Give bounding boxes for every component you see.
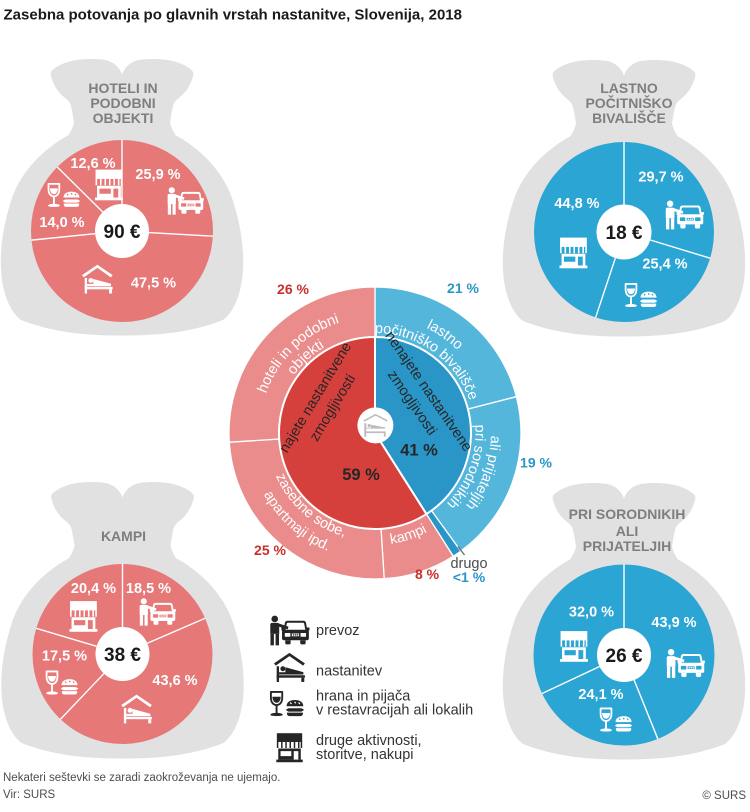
svg-text:<1 %: <1 % bbox=[453, 569, 486, 585]
svg-text:OBJEKTI: OBJEKTI bbox=[93, 110, 154, 126]
svg-text:ALI: ALI bbox=[616, 523, 639, 539]
svg-text:14,0 %: 14,0 % bbox=[39, 215, 84, 231]
svg-text:druge aktivnosti,: druge aktivnosti, bbox=[316, 733, 422, 749]
svg-text:PRI SORODNIKIH: PRI SORODNIKIH bbox=[569, 506, 686, 522]
svg-text:18,5 %: 18,5 % bbox=[126, 581, 171, 597]
svg-text:21 %: 21 % bbox=[447, 280, 479, 296]
svg-text:storitve, nakupi: storitve, nakupi bbox=[316, 747, 414, 763]
svg-text:25,9 %: 25,9 % bbox=[135, 167, 180, 183]
svg-text:POČITNIŠKO: POČITNIŠKO bbox=[585, 94, 672, 111]
svg-text:18 €: 18 € bbox=[606, 223, 643, 244]
svg-text:19 %: 19 % bbox=[520, 455, 552, 471]
svg-text:24,1 %: 24,1 % bbox=[578, 687, 623, 703]
svg-text:20,4 %: 20,4 % bbox=[71, 581, 116, 597]
svg-text:12,6 %: 12,6 % bbox=[70, 156, 115, 172]
svg-text:8 %: 8 % bbox=[415, 566, 440, 582]
svg-text:KAMPI: KAMPI bbox=[101, 528, 146, 544]
svg-text:PRIJATELJIH: PRIJATELJIH bbox=[583, 538, 671, 554]
svg-text:prevoz: prevoz bbox=[316, 623, 360, 639]
svg-text:hrana in pijača: hrana in pijača bbox=[316, 689, 411, 705]
svg-text:29,7 %: 29,7 % bbox=[638, 170, 683, 186]
svg-text:BIVALIŠČE: BIVALIŠČE bbox=[592, 109, 666, 126]
svg-text:HOTELI IN: HOTELI IN bbox=[88, 80, 157, 96]
svg-text:Zasebna potovanja po glavnih v: Zasebna potovanja po glavnih vrstah nast… bbox=[4, 7, 462, 24]
svg-text:25 %: 25 % bbox=[254, 542, 286, 558]
svg-text:59 %: 59 % bbox=[342, 466, 380, 484]
svg-text:nastanitev: nastanitev bbox=[316, 663, 383, 679]
svg-text:38 €: 38 € bbox=[104, 645, 141, 666]
svg-text:LASTNO: LASTNO bbox=[600, 80, 658, 96]
svg-text:43,6 %: 43,6 % bbox=[152, 673, 197, 689]
svg-text:41 %: 41 % bbox=[400, 442, 438, 460]
svg-text:Nekateri seštevki se zaradi za: Nekateri seštevki se zaradi zaokroževanj… bbox=[3, 772, 280, 784]
svg-text:PODOBNI: PODOBNI bbox=[90, 95, 155, 111]
svg-text:17,5 %: 17,5 % bbox=[42, 649, 87, 665]
svg-text:47,5 %: 47,5 % bbox=[131, 276, 176, 292]
svg-text:32,0 %: 32,0 % bbox=[569, 605, 614, 621]
svg-text:v restavracijah ali lokalih: v restavracijah ali lokalih bbox=[316, 703, 473, 719]
svg-text:© SURS: © SURS bbox=[702, 790, 746, 802]
svg-text:Vir: SURS: Vir: SURS bbox=[3, 789, 56, 801]
svg-text:25,4 %: 25,4 % bbox=[642, 257, 687, 273]
svg-text:drugo: drugo bbox=[450, 556, 487, 572]
svg-text:26 €: 26 € bbox=[606, 646, 643, 667]
svg-text:43,9 %: 43,9 % bbox=[651, 615, 696, 631]
svg-text:26 %: 26 % bbox=[277, 281, 309, 297]
svg-text:90 €: 90 € bbox=[104, 222, 141, 243]
svg-text:44,8 %: 44,8 % bbox=[554, 196, 599, 212]
